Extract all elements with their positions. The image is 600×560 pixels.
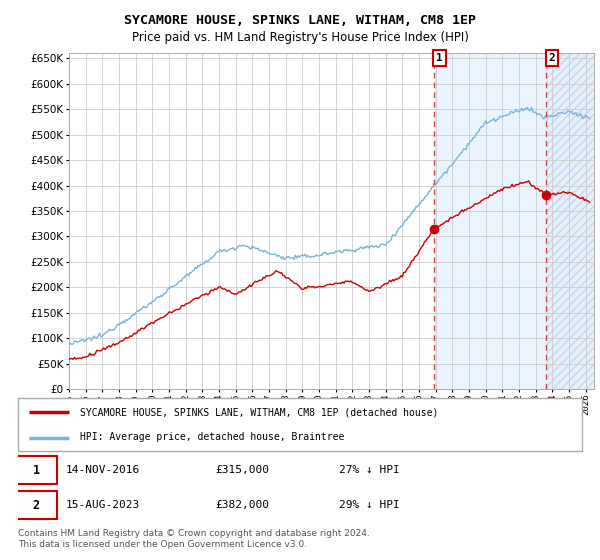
FancyBboxPatch shape xyxy=(18,398,582,451)
FancyBboxPatch shape xyxy=(15,492,58,520)
Text: 29% ↓ HPI: 29% ↓ HPI xyxy=(340,501,400,510)
Text: 27% ↓ HPI: 27% ↓ HPI xyxy=(340,465,400,475)
Text: 14-NOV-2016: 14-NOV-2016 xyxy=(66,465,140,475)
Text: Contains HM Land Registry data © Crown copyright and database right 2024.
This d: Contains HM Land Registry data © Crown c… xyxy=(18,529,370,549)
Bar xyxy=(434,53,594,389)
Text: SYCAMORE HOUSE, SPINKS LANE, WITHAM, CM8 1EP: SYCAMORE HOUSE, SPINKS LANE, WITHAM, CM8… xyxy=(124,14,476,27)
Bar xyxy=(546,53,594,389)
Text: HPI: Average price, detached house, Braintree: HPI: Average price, detached house, Brai… xyxy=(80,432,344,442)
Text: SYCAMORE HOUSE, SPINKS LANE, WITHAM, CM8 1EP (detached house): SYCAMORE HOUSE, SPINKS LANE, WITHAM, CM8… xyxy=(80,408,439,418)
Text: 1: 1 xyxy=(33,464,40,477)
Text: 15-AUG-2023: 15-AUG-2023 xyxy=(66,501,140,510)
Text: £315,000: £315,000 xyxy=(215,465,269,475)
Text: 2: 2 xyxy=(33,499,40,512)
Text: 2: 2 xyxy=(548,53,556,63)
FancyBboxPatch shape xyxy=(15,456,58,484)
Text: 1: 1 xyxy=(436,53,443,63)
Text: Price paid vs. HM Land Registry's House Price Index (HPI): Price paid vs. HM Land Registry's House … xyxy=(131,31,469,44)
Text: £382,000: £382,000 xyxy=(215,501,269,510)
